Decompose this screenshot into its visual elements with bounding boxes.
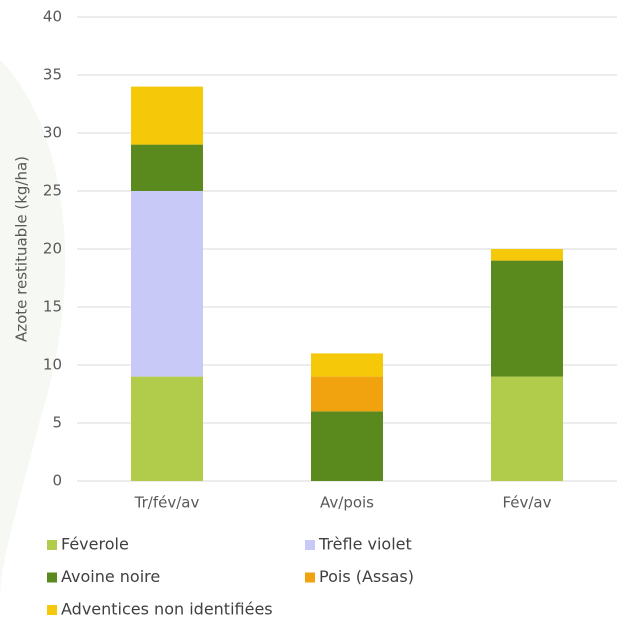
y-tick-label: 10 bbox=[43, 356, 62, 374]
y-axis-label: Azote restituable (kg/ha) bbox=[13, 156, 31, 342]
bar-segment bbox=[311, 353, 383, 377]
x-tick-label: Tr/fév/av bbox=[134, 494, 200, 512]
bar-segment bbox=[131, 86, 203, 145]
y-tick-label: 20 bbox=[43, 240, 62, 258]
y-tick-label: 40 bbox=[43, 8, 62, 26]
bar-segment bbox=[491, 376, 563, 481]
x-tick-label: Av/pois bbox=[320, 494, 374, 512]
legend-swatch bbox=[305, 572, 315, 583]
legend-label: Avoine noire bbox=[61, 567, 160, 586]
y-tick-label: 30 bbox=[43, 124, 62, 142]
legend-swatch bbox=[47, 605, 57, 615]
y-tick-label: 0 bbox=[52, 472, 62, 490]
y-tick-label: 5 bbox=[52, 414, 62, 432]
y-tick-label: 25 bbox=[43, 182, 62, 200]
bar-segment bbox=[491, 249, 563, 261]
legend-swatch bbox=[47, 540, 57, 550]
legend-swatch bbox=[305, 540, 315, 550]
legend-label: Pois (Assas) bbox=[319, 567, 414, 586]
bar-segment bbox=[491, 260, 563, 377]
legend-label: Adventices non identifiées bbox=[61, 600, 273, 619]
bar-segment bbox=[131, 191, 203, 377]
bar-segment bbox=[311, 411, 383, 481]
background-leaf bbox=[0, 60, 66, 600]
y-tick-label: 35 bbox=[43, 66, 62, 84]
legend: Féverole Trèfle violet Avoine noire Pois (A… bbox=[47, 535, 414, 619]
x-tick-label: Fév/av bbox=[502, 494, 551, 512]
legend-swatch bbox=[47, 572, 57, 583]
bar-segment bbox=[131, 376, 203, 481]
y-tick-label: 15 bbox=[43, 298, 62, 316]
legend-label: Trèfle violet bbox=[318, 535, 412, 554]
bar-segment bbox=[311, 376, 383, 412]
bar-segment bbox=[131, 144, 203, 191]
legend-label: Féverole bbox=[61, 535, 129, 554]
